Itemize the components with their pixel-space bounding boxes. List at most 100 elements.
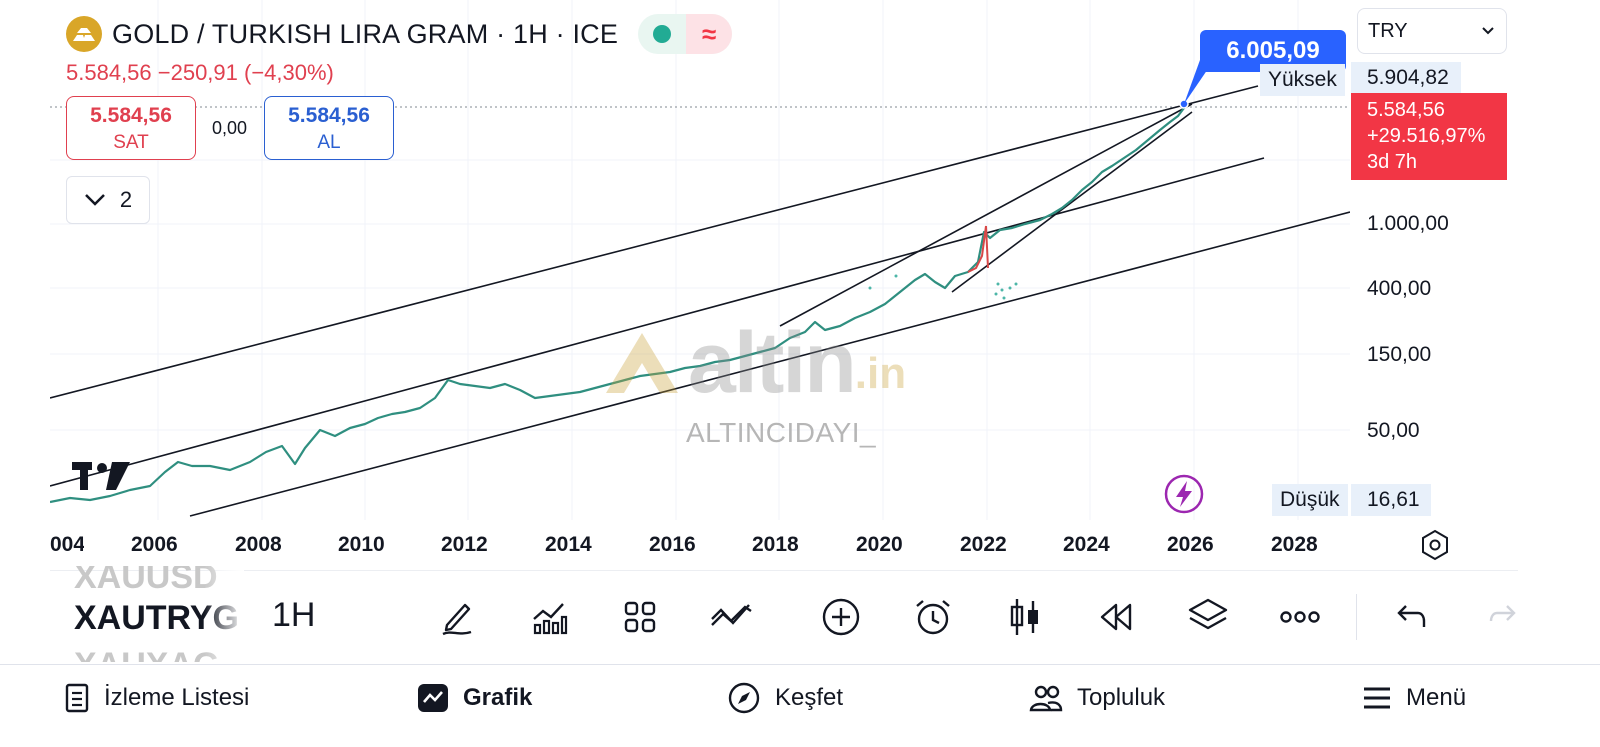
- redo-icon: [1489, 605, 1516, 622]
- community-icon: [1029, 685, 1063, 712]
- watermark-caption: ALTINCIDAYI_: [686, 417, 877, 448]
- time-tick: 2018: [752, 533, 799, 556]
- nav-watchlist-label: İzleme Listesi: [104, 684, 250, 711]
- time-tick: 2020: [856, 533, 903, 556]
- nav-watchlist[interactable]: İzleme Listesi: [64, 680, 249, 716]
- chevron-down-icon: [1482, 27, 1494, 35]
- time-tick: 2014: [545, 533, 592, 556]
- toolbar-divider: [50, 570, 1518, 571]
- watermark-logo-main: altin: [688, 314, 857, 411]
- more-dots-icon: [1280, 611, 1320, 623]
- chart-type-button[interactable]: [1002, 594, 1048, 640]
- symbol-prev[interactable]: XAUUSD: [74, 566, 218, 596]
- sell-button[interactable]: 5.584,56 SAT: [66, 96, 196, 160]
- lightning-icon[interactable]: [1163, 473, 1205, 520]
- high-value: 5.904,82: [1351, 62, 1461, 94]
- chart-icon: [418, 684, 448, 712]
- compare-icon: [711, 604, 752, 626]
- compare-button[interactable]: [708, 594, 754, 640]
- drawing-tool-button[interactable]: [434, 594, 480, 640]
- compass-icon: [728, 682, 760, 714]
- symbol-title: GOLD / TURKISH LIRA GRAM · 1H · ICE: [112, 18, 619, 49]
- layers-icon: [1188, 598, 1228, 630]
- nav-menu-label: Menü: [1406, 684, 1467, 711]
- symbol-fade: [204, 566, 244, 662]
- nav-community[interactable]: Topluluk: [1029, 680, 1165, 716]
- last-price-value: 5.584,56: [1367, 99, 1445, 121]
- watermark-logo-icon: [606, 333, 678, 393]
- last-price-change: +29.516,97%: [1367, 125, 1486, 147]
- object-tree-button[interactable]: [1185, 594, 1231, 640]
- tradingview-logo: [72, 460, 132, 497]
- trendline-lower: [189, 211, 1350, 517]
- interval-button[interactable]: 1H: [272, 596, 316, 634]
- price-series: [50, 103, 1189, 504]
- layouts-button[interactable]: [617, 594, 663, 640]
- price-chart[interactable]: [0, 0, 1600, 570]
- delayed-data-icon: ≈: [686, 14, 733, 54]
- rewind-icon: [1100, 603, 1132, 631]
- undo-button[interactable]: [1387, 594, 1433, 640]
- price-tick: 50,00: [1367, 419, 1420, 442]
- indicator-count: 2: [119, 187, 133, 212]
- market-open-icon: [638, 14, 686, 54]
- redo-button[interactable]: [1480, 594, 1526, 640]
- indicators-button[interactable]: [526, 594, 572, 640]
- market-status-pill[interactable]: ≈: [638, 14, 733, 54]
- low-label: Düşük: [1272, 484, 1348, 516]
- indicators-collapse-button[interactable]: 2: [66, 176, 150, 224]
- buy-label: AL: [317, 132, 341, 153]
- toolbar-separator: [1356, 594, 1357, 640]
- candlestick-icon: [1010, 599, 1038, 635]
- grid-icon: [624, 601, 656, 633]
- callout-pointer: [1184, 60, 1214, 104]
- price-tick: 400,00: [1367, 277, 1432, 300]
- symbol-picker[interactable]: XAUUSD XAUTRYG XAUXAG: [74, 566, 244, 662]
- watermark-logo: altin .in: [596, 315, 907, 411]
- high-label: Yüksek: [1260, 64, 1345, 96]
- nav-explore[interactable]: Keşfet: [727, 680, 843, 716]
- add-button[interactable]: [818, 594, 864, 640]
- hamburger-icon: [1364, 687, 1390, 709]
- time-tick: 2008: [235, 533, 282, 556]
- price-change: 5.584,56 −250,91 (−4,30%): [66, 60, 334, 85]
- wedge-lower: [951, 111, 1193, 293]
- more-button[interactable]: [1277, 594, 1323, 640]
- buy-button[interactable]: 5.584,56 AL: [264, 96, 394, 160]
- last-price-badge: 5.584,56 +29.516,97% 3d 7h: [1351, 93, 1507, 180]
- time-tick: 2010: [338, 533, 385, 556]
- time-tick: 2026: [1167, 533, 1214, 556]
- alert-button[interactable]: [910, 594, 956, 640]
- nav-chart-label: Grafik: [463, 684, 533, 711]
- nav-chart[interactable]: Grafik: [417, 680, 532, 716]
- currency-value: TRY: [1368, 19, 1408, 42]
- replay-button[interactable]: [1093, 594, 1139, 640]
- price-tick: 150,00: [1367, 343, 1432, 366]
- chart-settings-icon[interactable]: [1418, 528, 1452, 567]
- watchlist-icon: [65, 683, 89, 713]
- bar-countdown: 3d 7h: [1367, 151, 1418, 173]
- buy-price: 5.584,56: [288, 104, 370, 127]
- bottom-navigation: [0, 664, 1600, 747]
- price-tick: 1.000,00: [1367, 212, 1449, 235]
- time-tick: 2006: [131, 533, 178, 556]
- symbol-next[interactable]: XAUXAG: [74, 646, 219, 662]
- time-tick: 004: [50, 533, 84, 556]
- symbol-header[interactable]: GOLD / TURKISH LIRA GRAM · 1H · ICE ≈: [66, 14, 733, 54]
- watermark-logo-suffix: .in: [854, 349, 907, 398]
- outlier-points: [868, 274, 1018, 300]
- time-tick: 2016: [649, 533, 696, 556]
- trendline-upper: [50, 85, 1259, 399]
- tradingview-logo-icon: [72, 462, 130, 490]
- alarm-clock-icon: [916, 600, 950, 635]
- indicators-icon: [533, 603, 568, 635]
- nav-explore-label: Keşfet: [775, 684, 844, 711]
- low-value: 16,61: [1351, 484, 1431, 516]
- price-series-down: [967, 225, 989, 273]
- nav-menu[interactable]: Menü: [1362, 680, 1466, 716]
- currency-select[interactable]: TRY: [1357, 8, 1507, 54]
- time-tick: 2022: [960, 533, 1007, 556]
- time-tick: 2012: [441, 533, 488, 556]
- trendline-middle: [50, 157, 1265, 487]
- sell-label: SAT: [113, 132, 149, 153]
